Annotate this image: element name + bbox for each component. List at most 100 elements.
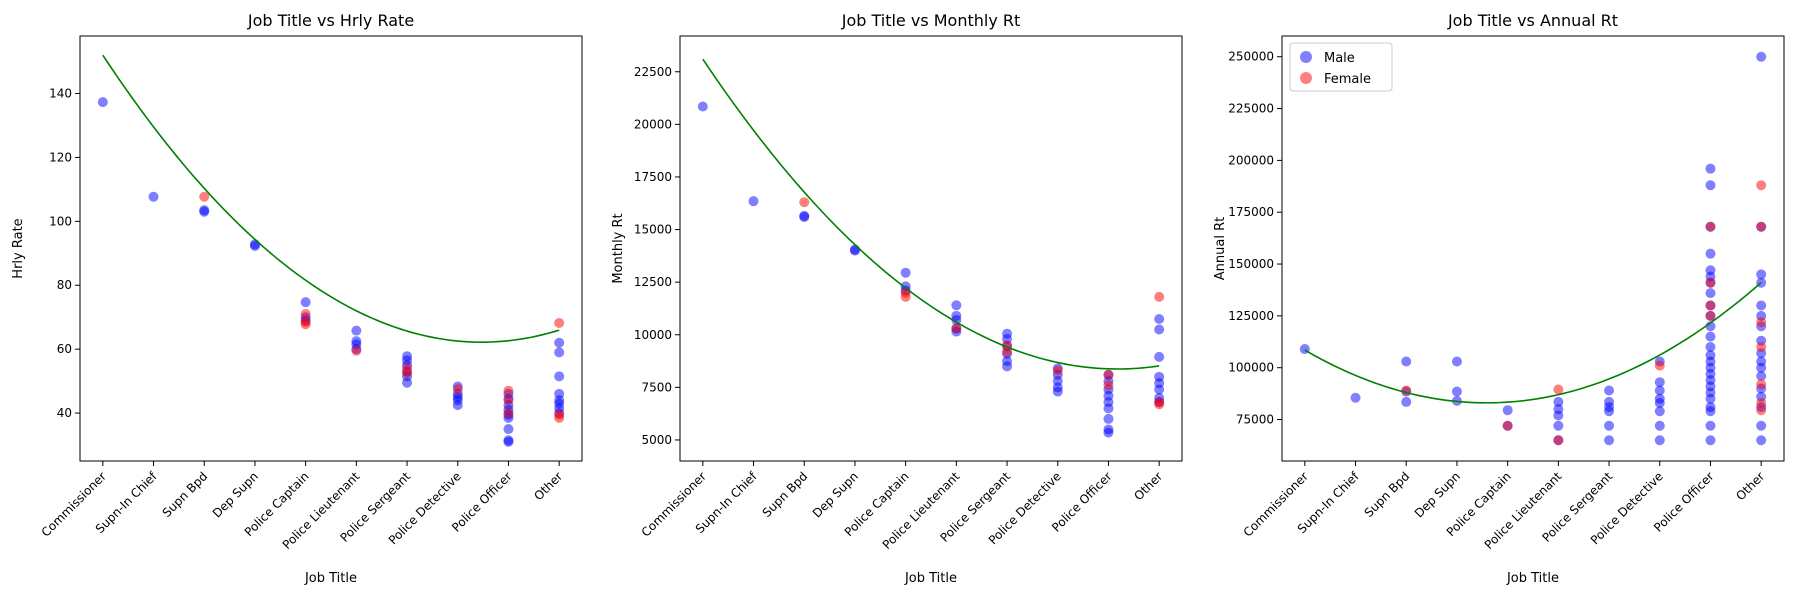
x-tick-label: Other	[1733, 469, 1767, 503]
male-point	[1756, 300, 1767, 311]
male-point	[554, 337, 565, 348]
chart-1: Job Title vs Hrly Rate406080100120140Com…	[11, 11, 583, 586]
female-point	[1654, 360, 1665, 371]
legend: Male Female	[1289, 42, 1393, 92]
y-tick-label: 40	[57, 406, 72, 420]
female-point	[1052, 365, 1063, 376]
legend-box	[1289, 42, 1393, 92]
x-tick-label: Dep Supn	[1412, 469, 1463, 520]
female-point	[199, 191, 210, 202]
male-point	[1451, 386, 1462, 397]
plot-frame	[1281, 35, 1785, 462]
x-tick-label: Supn Bpd	[760, 469, 811, 520]
male-point	[97, 97, 108, 108]
female-point	[1103, 369, 1114, 380]
female-point	[1705, 277, 1716, 288]
female-point	[1705, 300, 1716, 311]
y-tick-label: 75000	[1236, 413, 1274, 427]
chart-2: Job Title vs Monthly Rt 5000 7500 10000 1250…	[611, 11, 1183, 586]
male-point	[1052, 386, 1063, 397]
female-point	[1705, 310, 1716, 321]
female-point	[1502, 420, 1513, 431]
male-point	[1553, 396, 1564, 407]
male-point	[1705, 180, 1716, 191]
x-axis-label: Job Title	[1506, 571, 1559, 586]
female-point	[554, 317, 565, 328]
male-point	[1705, 331, 1716, 342]
male-point	[1103, 427, 1114, 438]
male-point	[1654, 385, 1665, 396]
female-point	[503, 408, 514, 419]
plot-frame	[79, 35, 583, 462]
female-point	[1756, 397, 1767, 408]
male-point	[1705, 163, 1716, 174]
y-tick-label: 200000	[1228, 153, 1274, 167]
male-point	[1154, 313, 1165, 324]
x-tick-label: Supn Bpd	[160, 469, 211, 520]
male-point	[1756, 362, 1767, 373]
chart-title: Job Title vs Hrly Rate	[247, 11, 414, 30]
male-point	[1654, 377, 1665, 388]
male-point	[1705, 248, 1716, 259]
male-point	[951, 300, 962, 311]
female-point	[1705, 221, 1716, 232]
female-point	[452, 384, 463, 395]
male-point	[300, 297, 311, 308]
male-point	[1705, 406, 1716, 417]
female-point	[1154, 291, 1165, 302]
male-point	[148, 191, 159, 202]
female-point	[503, 385, 514, 396]
female-point	[1756, 405, 1767, 416]
female-point	[1756, 180, 1767, 191]
male-point	[1502, 405, 1513, 416]
trend-line	[1304, 281, 1762, 404]
male-point	[1705, 341, 1716, 352]
female-point	[1756, 379, 1767, 390]
male-point	[1451, 356, 1462, 367]
chart-3: Job Title vs Annual Rt 75000 100000 125000 1…	[1213, 11, 1785, 586]
male-point	[1002, 361, 1013, 372]
male-point	[1350, 392, 1361, 403]
male-point	[554, 371, 565, 382]
y-tick-label: 125000	[1228, 309, 1274, 323]
y-tick-label: 150000	[1228, 257, 1274, 271]
y-tick-label: 250000	[1228, 50, 1274, 64]
female-point	[554, 412, 565, 423]
male-point	[1604, 435, 1615, 446]
male-point	[402, 377, 413, 388]
male-point	[554, 347, 565, 358]
female-point	[900, 291, 911, 302]
x-tick-label: Dep Supn	[210, 469, 261, 520]
y-tick-label: 15000	[634, 223, 672, 237]
male-point	[1705, 420, 1716, 431]
female-point	[1103, 380, 1114, 391]
male-point	[1604, 406, 1615, 417]
y-tick-label: 22500	[634, 65, 672, 79]
y-tick-label: 120	[49, 150, 72, 164]
female-point	[300, 309, 311, 320]
male-point	[1756, 51, 1767, 62]
female-point	[351, 345, 362, 356]
female-point	[951, 323, 962, 334]
female-point	[300, 319, 311, 330]
x-axis-label: Job Title	[904, 571, 957, 586]
x-tick-label: Dep Supn	[810, 469, 861, 520]
male-point	[1553, 410, 1564, 421]
male-point	[748, 196, 759, 207]
female-point	[1553, 435, 1564, 446]
female-point	[402, 368, 413, 379]
male-point	[1654, 420, 1665, 431]
male-point	[1154, 351, 1165, 362]
male-point	[1103, 403, 1114, 414]
male-point	[1154, 384, 1165, 395]
male-point	[1604, 385, 1615, 396]
y-axis-label: Monthly Rt	[611, 213, 626, 283]
chart-title: Job Title vs Annual Rt	[1447, 11, 1618, 30]
y-tick-label: 225000	[1228, 102, 1274, 116]
legend-label-male: Male	[1324, 51, 1355, 66]
plot-frame	[679, 35, 1183, 462]
male-point	[1756, 269, 1767, 280]
female-point	[503, 395, 514, 406]
x-tick-label: Supn Bpd	[1362, 469, 1413, 520]
female-point	[1756, 341, 1767, 352]
